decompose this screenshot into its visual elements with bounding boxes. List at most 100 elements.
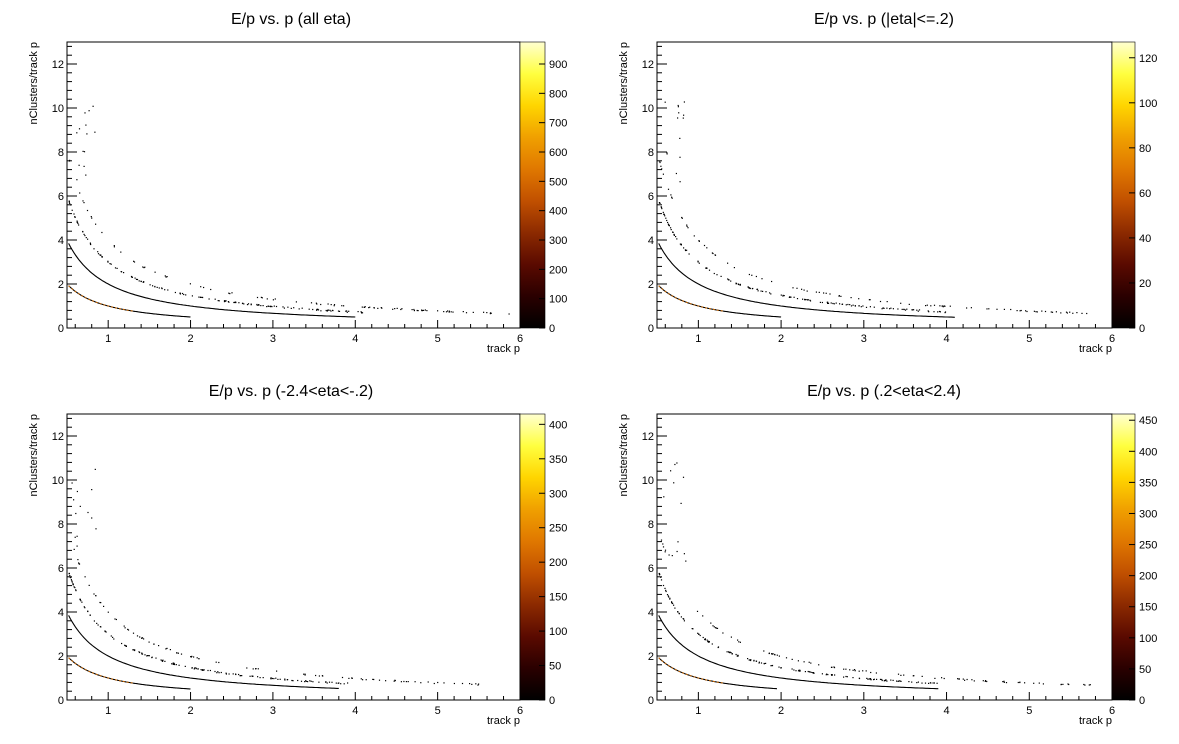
data-point [308,308,310,310]
data-point [124,627,126,629]
data-point [1069,311,1071,313]
data-point [1066,312,1068,314]
data-point [1016,310,1018,312]
data-point [220,671,222,674]
data-point [70,579,72,581]
data-point [133,260,135,262]
x-axis-label: track p [487,343,520,355]
data-point [114,267,117,269]
data-point [427,681,429,683]
data-point [252,668,254,670]
data-point [666,152,668,154]
data-point [478,683,480,685]
data-point [235,301,237,304]
y-tick-label: 12 [52,59,64,71]
data-point [865,670,867,672]
data-point [107,260,109,262]
data-point [868,678,870,680]
data-point [76,535,78,537]
data-point [813,672,815,674]
data-point [916,682,918,684]
data-point [78,224,80,226]
data-point [799,669,801,671]
data-point [110,635,112,637]
data-point [706,639,708,641]
data-point [93,620,95,622]
data-point [710,622,712,624]
x-axis: 1 2 3 4 5 6 [74,692,523,717]
data-point [780,294,782,296]
data-point [885,679,887,681]
data-point [223,300,226,302]
data-point [361,312,364,314]
data-point [876,678,878,680]
data-point [941,677,943,679]
z-tick-label: 40 [1139,233,1151,245]
data-point [1020,309,1022,312]
data-point [185,294,187,296]
data-point [733,267,735,269]
x-tick-label: 3 [861,705,867,717]
data-point [508,313,510,315]
data-point [136,635,139,637]
data-point [343,683,345,685]
data-point [326,310,328,312]
data-point [301,307,303,309]
data-point [400,308,402,311]
data-point [448,311,450,313]
z-tick-label: 150 [549,592,567,604]
data-point [138,280,140,282]
z-tick-label: 0 [1139,695,1145,707]
data-point [181,292,184,295]
data-point [1036,311,1038,313]
data-point [793,669,795,671]
data-point [671,602,673,604]
data-point [669,598,671,600]
data-point [166,647,168,649]
data-point [670,194,672,196]
data-point [85,237,87,239]
data-point [677,117,679,119]
x-axis-label: track p [487,715,520,727]
data-point [270,305,272,307]
data-point [1025,310,1027,312]
data-point [862,305,864,307]
data-point [722,632,724,634]
y-tick-label: 0 [58,695,64,707]
x-axis: 1 2 3 4 5 6 [74,320,523,345]
band-n3 [658,202,947,314]
data-point [101,256,103,258]
data-point [676,238,678,240]
data-point [231,292,233,294]
data-point [858,298,860,300]
data-point [195,668,197,670]
data-point [731,653,733,655]
y-tick-label: 8 [648,147,654,159]
y-tick-label: 6 [58,191,64,203]
color-scale-frame [519,413,546,701]
data-point [257,676,259,678]
data-point [661,208,663,210]
outliers [76,105,96,181]
data-point [304,674,306,676]
data-point [365,679,367,681]
data-point [711,643,713,645]
z-tick-label: 120 [1139,53,1157,65]
data-point [312,681,314,683]
band-curve [658,615,939,690]
data-point [897,673,900,675]
data-point [899,680,901,682]
data-point [361,312,363,314]
data-point [677,611,679,613]
data-point [268,305,270,307]
data-point [154,286,156,288]
data-point [93,593,95,595]
data-point [177,652,179,654]
data-point [114,618,116,620]
data-point [865,306,868,308]
y-tick-label: 12 [52,431,64,443]
color-bar: 0 100 200 300 400 500 600 700 800 900 [519,41,567,335]
data-point [670,229,672,231]
data-point [761,278,763,280]
